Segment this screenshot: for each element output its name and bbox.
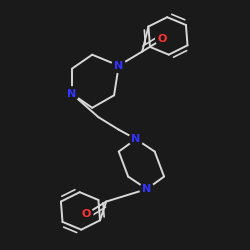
Circle shape — [65, 87, 79, 101]
Circle shape — [140, 182, 154, 196]
Text: N: N — [131, 134, 140, 144]
Circle shape — [129, 132, 143, 146]
Text: N: N — [114, 60, 124, 70]
Text: O: O — [81, 209, 91, 219]
Text: N: N — [67, 89, 76, 99]
Text: N: N — [142, 184, 152, 194]
Text: O: O — [158, 34, 167, 44]
Circle shape — [79, 207, 93, 221]
Circle shape — [112, 59, 126, 72]
Circle shape — [156, 32, 170, 46]
